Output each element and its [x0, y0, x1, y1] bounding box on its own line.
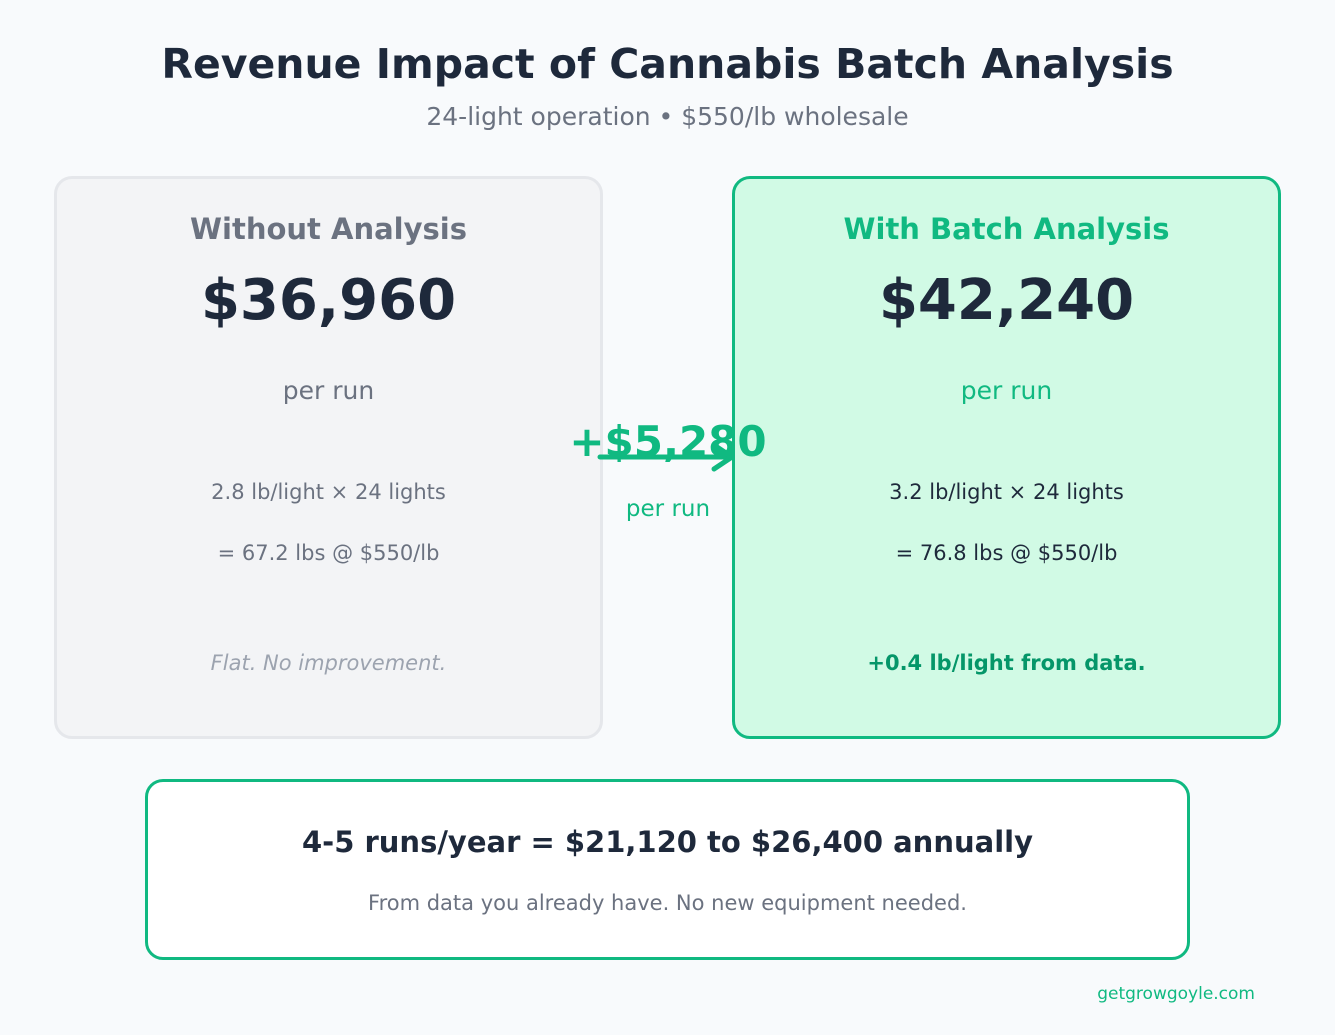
with-analysis-amount: $42,240 [878, 268, 1135, 333]
without-analysis-calc-line1: 2.8 lb/light × 24 lights [211, 480, 446, 504]
without-analysis-card: Without Analysis $36,960 per run 2.8 lb/… [54, 176, 603, 739]
with-analysis-card: With Batch Analysis $42,240 per run 3.2 … [732, 176, 1281, 739]
annual-summary-subtext: From data you already have. No new equip… [368, 891, 967, 915]
revenue-delta-amount: +$5,280 [569, 417, 767, 466]
with-analysis-per-run: per run [960, 376, 1053, 405]
page-subtitle: 24-light operation • $550/lb wholesale [426, 102, 909, 131]
right-arrow-icon [597, 442, 735, 472]
with-analysis-calc-line2: = 76.8 lbs @ $550/lb [895, 541, 1118, 565]
annual-summary-headline: 4-5 runs/year = $21,120 to $26,400 annua… [302, 825, 1033, 859]
page-title: Revenue Impact of Cannabis Batch Analysi… [161, 40, 1174, 88]
without-analysis-calc-line2: = 67.2 lbs @ $550/lb [217, 541, 440, 565]
with-analysis-label: With Batch Analysis [843, 212, 1170, 246]
without-analysis-note: Flat. No improvement. [210, 651, 447, 675]
without-analysis-amount: $36,960 [200, 268, 457, 333]
revenue-delta-per-run: per run [625, 496, 711, 522]
without-analysis-per-run: per run [282, 376, 375, 405]
with-analysis-calc-line1: 3.2 lb/light × 24 lights [889, 480, 1124, 504]
footer-website: getgrowgoyle.com [1097, 984, 1255, 1004]
annual-summary-box: 4-5 runs/year = $21,120 to $26,400 annua… [145, 779, 1190, 960]
with-analysis-note: +0.4 lb/light from data. [867, 651, 1146, 675]
without-analysis-label: Without Analysis [190, 212, 467, 246]
